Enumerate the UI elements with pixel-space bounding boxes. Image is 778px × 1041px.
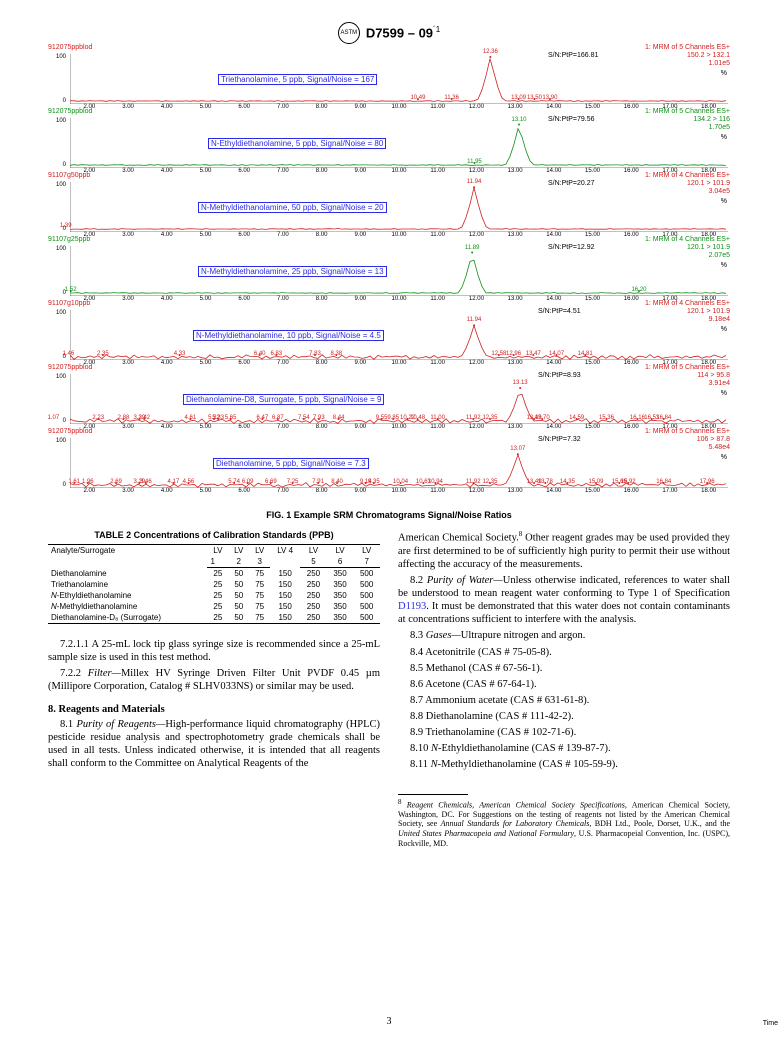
body-columns: TABLE 2 Concentrations of Calibration St… <box>48 530 730 848</box>
para-8-6: 8.6 Acetone (CAS # 67-64-1). <box>398 678 730 691</box>
para-8-1-continued: American Chemical Society.8 Other reagen… <box>398 530 730 571</box>
chromatogram-panel: 91107g50ppb1: MRM of 4 Channels ES+120.1… <box>48 178 730 242</box>
chromatogram-panel: 912075ppblod1: MRM of 5 Channels ES+106 … <box>48 434 730 498</box>
figure-1-chromatograms: 912075ppblod1: MRM of 5 Channels ES+150.… <box>48 50 730 508</box>
astm-logo-icon: ASTM <box>338 22 360 44</box>
para-8-9: 8.9 Triethanolamine (CAS # 102-71-6). <box>398 726 730 739</box>
table-row: Triethanolamine255075150250350500 <box>48 579 380 590</box>
para-8-8: 8.8 Diethanolamine (CAS # 111-42-2). <box>398 710 730 723</box>
para-8-10: 8.10 N-Ethyldiethanolamine (CAS # 139-87… <box>398 742 730 755</box>
para-8-7: 8.7 Ammonium acetate (CAS # 631-61-8). <box>398 694 730 707</box>
chromatogram-panel: 91107g10ppb1: MRM of 4 Channels ES+120.1… <box>48 306 730 370</box>
chromatogram-panel: 912075ppblod1: MRM of 5 Channels ES+134.… <box>48 114 730 178</box>
chromatogram-panel: 91107g25ppb1: MRM of 4 Channels ES+120.1… <box>48 242 730 306</box>
footnote-8: 8 Reagent Chemicals, American Chemical S… <box>398 798 730 849</box>
para-8-1: 8.1 Purity of Reagents—High-performance … <box>48 718 380 771</box>
axis-time-label: Time <box>763 1020 778 1027</box>
figure-caption: FIG. 1 Example SRM Chromatograms Signal/… <box>48 510 730 520</box>
para-8-2: 8.2 Purity of Water—Unless otherwise ind… <box>398 574 730 627</box>
chromatogram-panel: 912075ppblod1: MRM of 5 Channels ES+150.… <box>48 50 730 114</box>
document-id: D7599 – 09´1 <box>366 25 440 40</box>
table-row: N-Ethyldiethanolamine255075150250350500 <box>48 590 380 601</box>
left-column: TABLE 2 Concentrations of Calibration St… <box>48 530 380 848</box>
para-7-2-2: 7.2.2 Filter—Millex HV Syringe Driven Fi… <box>48 667 380 693</box>
footnote-rule <box>398 794 468 795</box>
para-7-2-1-1: 7.2.1.1 A 25-mL lock tip glass syringe s… <box>48 638 380 664</box>
right-column: American Chemical Society.8 Other reagen… <box>398 530 730 848</box>
table-row: Diethanolamine-D₈ (Surrogate)25507515025… <box>48 612 380 624</box>
table-2-calibration: Analyte/SurrogateLVLVLVLV 4LVLVLV123567D… <box>48 544 380 624</box>
para-8-5: 8.5 Methanol (CAS # 67-56-1). <box>398 662 730 675</box>
para-8-11: 8.11 N-Methyldiethanolamine (CAS # 105-5… <box>398 758 730 771</box>
section-8-heading: 8. Reagents and Materials <box>48 704 380 715</box>
table-row: Diethanolamine255075150250350500 <box>48 568 380 580</box>
chromatogram-panel: 912075ppblod1: MRM of 5 Channels ES+114 … <box>48 370 730 434</box>
ref-d1193: D1193 <box>398 601 426 612</box>
page-number: 3 <box>387 1016 392 1027</box>
table-row: N-Methyldiethanolamine255075150250350500 <box>48 601 380 612</box>
para-8-4: 8.4 Acetonitrile (CAS # 75-05-8). <box>398 646 730 659</box>
document-header: ASTM D7599 – 09´1 <box>48 22 730 44</box>
para-8-3: 8.3 Gases—Ultrapure nitrogen and argon. <box>398 629 730 642</box>
table-2-title: TABLE 2 Concentrations of Calibration St… <box>48 530 380 540</box>
